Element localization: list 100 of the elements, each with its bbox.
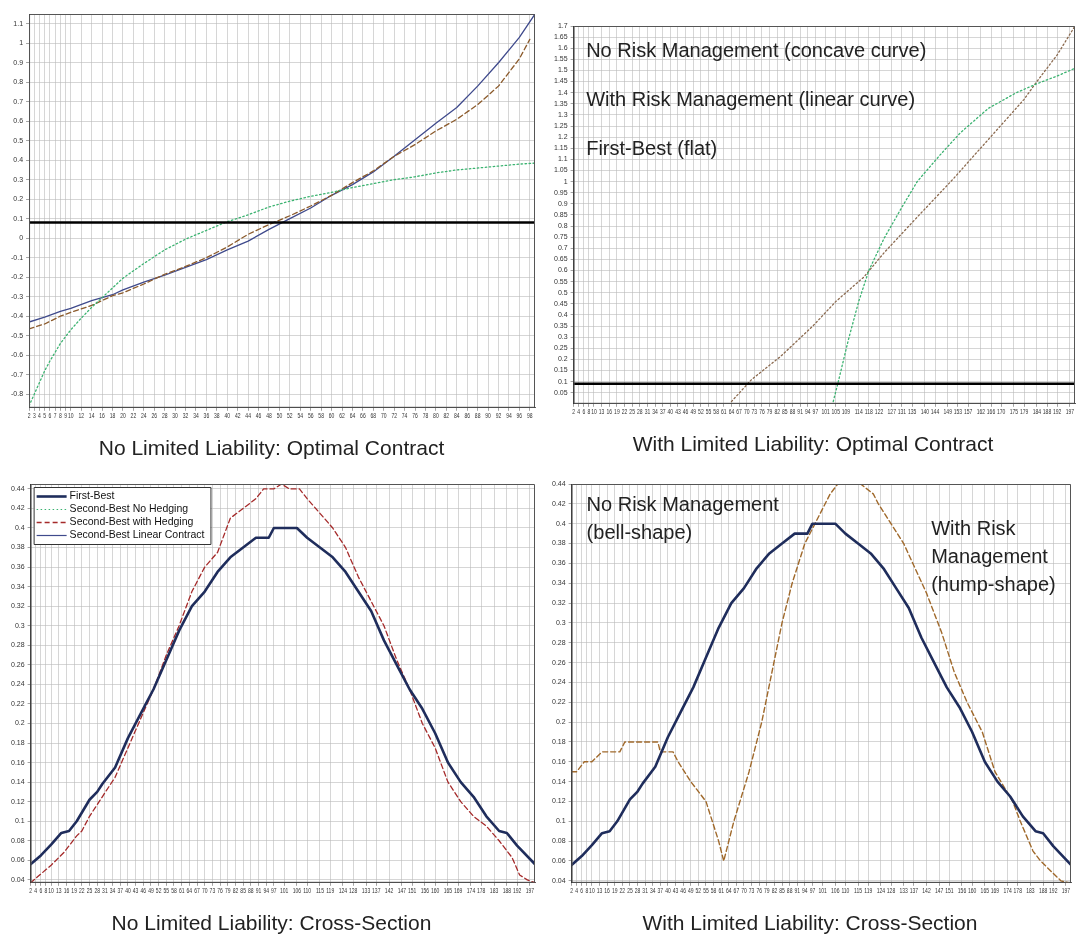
x-tick-label: 32 [182,411,189,420]
x-tick-label: 25 [627,886,634,895]
x-tick-label: 151 [407,886,417,895]
x-tick-label: 8 [585,886,589,895]
x-tick-label: 115 [854,886,863,895]
x-tick-label: 88 [786,886,793,895]
x-tick-label: 50 [276,411,283,420]
x-tick-label: 166 [986,407,996,416]
x-tick-label: 7 [53,411,58,420]
x-tick-label: 2 [570,886,574,895]
x-tick-label: 58 [713,407,720,416]
x-tick-label: 10 [67,411,75,420]
x-tick-label: 188 [502,886,512,895]
x-tick-label: 37 [657,886,664,895]
x-tick-label: 84 [453,411,461,420]
legend-label: Second-Best No Hedging [69,502,189,515]
x-tick-label: 115 [315,886,325,895]
x-tick-label: 6 [39,886,43,895]
x-tick-label: 66 [360,411,367,420]
x-tick-label: 46 [682,407,689,416]
x-tick-label: 37 [117,886,124,895]
x-tick-label: 25 [86,886,93,895]
x-tick-label: 91 [255,886,262,895]
x-tick-label: 76 [217,886,224,895]
x-tick-label: 64 [725,886,733,895]
x-tick-label: 62 [339,411,346,420]
x-tick-label: 169 [990,886,1000,895]
x-tick-label: 19 [71,886,78,895]
x-tick-label: 12 [78,411,85,420]
x-tick-label: 22 [130,411,137,420]
x-tick-label: 97 [812,407,819,416]
x-tick-label: 119 [864,886,873,895]
x-tick-label: 34 [649,886,657,895]
x-tick-label: 124 [338,886,348,895]
x-tick-label: 192 [1052,407,1062,416]
x-tick-label: 31 [642,886,649,895]
x-tick-label: 147 [397,886,407,895]
x-tick-label: 140 [920,407,930,416]
x-tick-label: 70 [743,407,750,416]
x-tick-label: 96 [516,411,523,420]
x-tick-label: 18 [109,411,116,420]
x-tick-label: 43 [132,886,139,895]
x-tick-label: 73 [748,886,755,895]
x-tick-label: 8 [58,411,63,420]
x-tick-label: 67 [736,407,743,416]
x-tick-label: 58 [171,886,178,895]
x-tick-label: 142 [922,886,932,895]
x-tick-label: 162 [976,407,986,416]
x-tick-label: 28 [161,411,168,420]
x-tick-label: 76 [759,407,766,416]
x-tick-label: 54 [297,411,304,420]
x-tick-label: 82 [771,886,778,895]
x-tick-label: 192 [1049,886,1058,895]
x-tick-label: 144 [930,407,940,416]
x-tick-label: 101 [818,886,828,895]
x-tick-label: 46 [140,886,147,895]
x-tick-label: 22 [621,407,628,416]
x-tick-label: 106 [831,886,840,895]
x-tick-label: 61 [178,886,185,895]
x-tick-label: 97 [271,886,278,895]
x-tick-label: 36 [203,411,210,420]
x-tick-label: 28 [94,886,101,895]
x-tick-label: 106 [292,886,302,895]
x-tick-label: 101 [821,407,831,416]
x-tick-label: 34 [652,407,659,416]
x-tick-label: 16 [604,886,611,895]
x-tick-label: 157 [963,407,973,416]
text: With Limited Liability: Optimal Contract [632,432,994,456]
legend-label: Second-Best Linear Contract [69,528,205,541]
x-tick-label: 16 [606,407,613,416]
legend-label: Second-Best with Hedging [69,515,194,528]
x-tick-label: 105 [831,407,841,416]
x-tick-label: 46 [680,886,687,895]
x-tick-label: 64 [186,886,193,895]
x-tick-label: 67 [733,886,740,895]
x-tick-label: 94 [506,411,513,420]
x-tick-label: 43 [675,407,682,416]
x-tick-label: 133 [899,886,909,895]
x-tick-label: 13 [596,886,603,895]
x-tick-label: 8 [587,407,591,416]
x-tick-label: 151 [945,886,955,895]
x-tick-label: 60 [328,411,335,420]
x-tick-label: 178 [1013,886,1023,895]
x-tick-label: 55 [703,886,710,895]
x-tick-label: 34 [109,886,116,895]
x-tick-label: 85 [240,886,247,895]
x-tick-label: 74 [401,411,408,420]
x-tick-label: 3 [32,411,37,420]
x-tick-label: 24 [141,411,148,420]
x-tick-label: 70 [201,886,209,895]
x-tick-label: 6 [48,411,52,420]
x-tick-label: 76 [412,411,419,420]
annotation: No Risk Management (concave curve) [586,38,927,61]
x-tick-label: 34 [193,411,200,420]
x-tick-label: 92 [495,411,502,420]
x-tick-label: 2 [27,411,31,420]
x-tick-label: 49 [148,886,155,895]
x-tick-label: 20 [120,411,127,420]
x-tick-label: 85 [779,886,786,895]
x-tick-label: 127 [887,407,897,416]
